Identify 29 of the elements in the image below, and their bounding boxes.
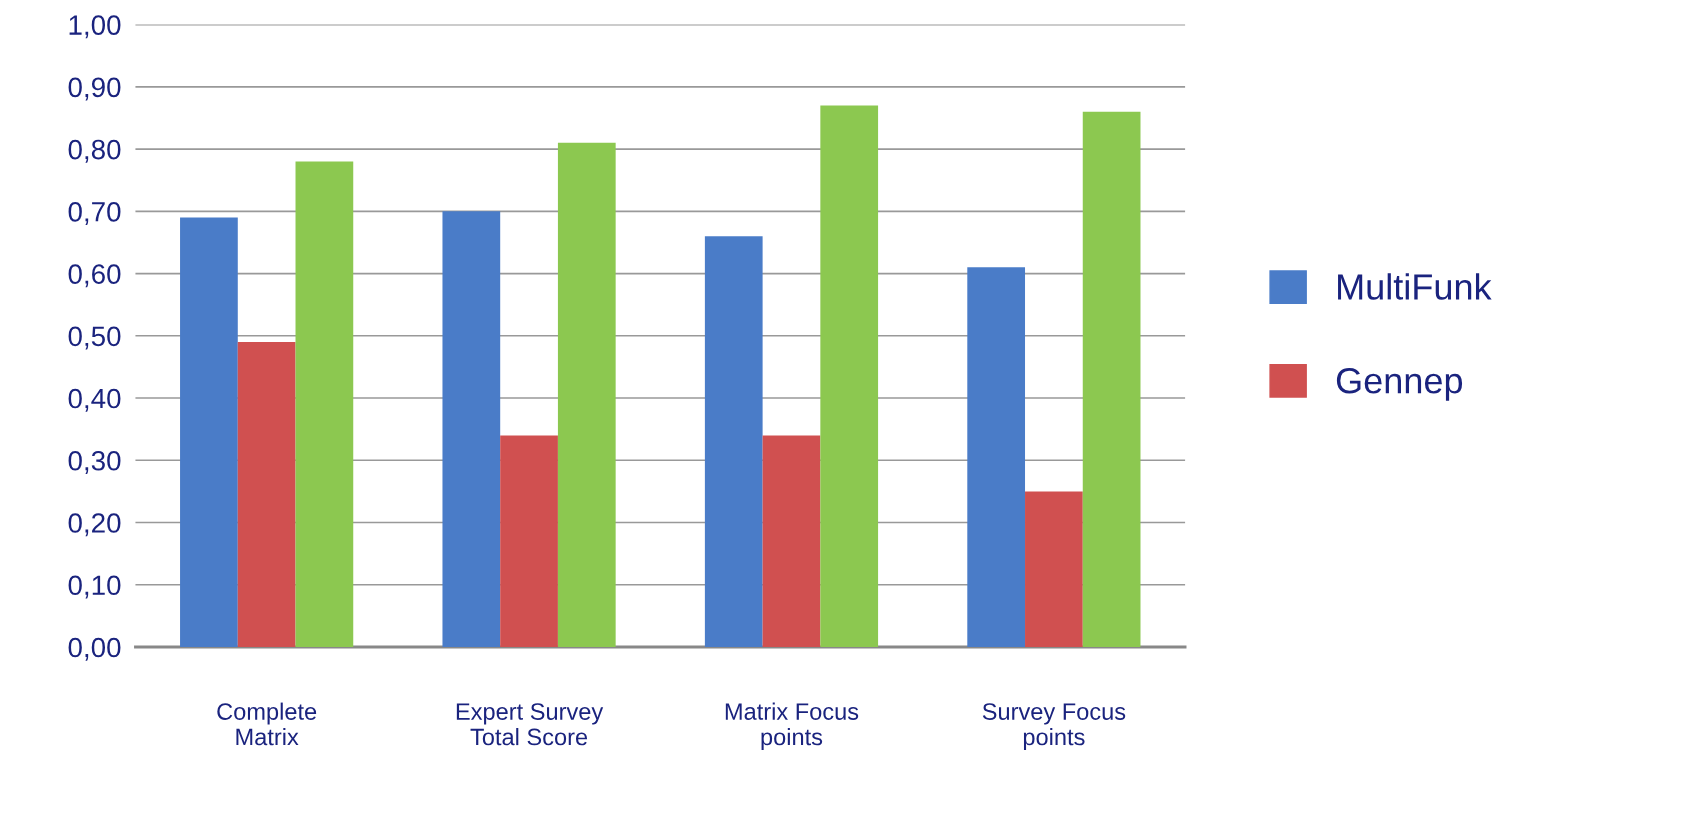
x-tick-label: Matrix Focus points — [725, 702, 859, 751]
x-tick-label: Survey Focus points — [982, 703, 1126, 751]
bar — [1025, 491, 1083, 648]
x-tick-label: Expert Survey Total Score — [456, 703, 604, 746]
bar — [295, 161, 354, 648]
y-tick-label: 0,60 — [68, 264, 121, 288]
y-tick-label: 0,40 — [68, 388, 121, 412]
bar — [442, 211, 501, 648]
legend-label: Gennep — [1336, 367, 1463, 401]
bar — [820, 105, 879, 648]
y-tick-label: 0,10 — [68, 575, 121, 599]
x-tick-label: Complete Matrix — [217, 702, 317, 746]
y-tick-label: 1,00 — [69, 15, 121, 39]
bar — [1082, 111, 1141, 648]
bar — [180, 217, 238, 648]
y-tick-label: 0,50 — [68, 326, 121, 350]
bar — [762, 435, 821, 648]
bar — [500, 435, 558, 648]
y-tick-label: 0,00 — [68, 637, 121, 661]
y-tick-label: 0,70 — [68, 201, 121, 225]
y-tick-label: 0,30 — [68, 450, 121, 474]
y-tick-label: 0,20 — [68, 513, 121, 537]
legend-label: MultiFunk — [1338, 273, 1492, 300]
bar — [557, 142, 616, 648]
y-tick-label: 0,90 — [68, 77, 121, 101]
bar — [237, 342, 296, 648]
bar — [967, 267, 1026, 648]
y-tick-label: 0,80 — [68, 139, 121, 163]
bar — [704, 236, 763, 648]
